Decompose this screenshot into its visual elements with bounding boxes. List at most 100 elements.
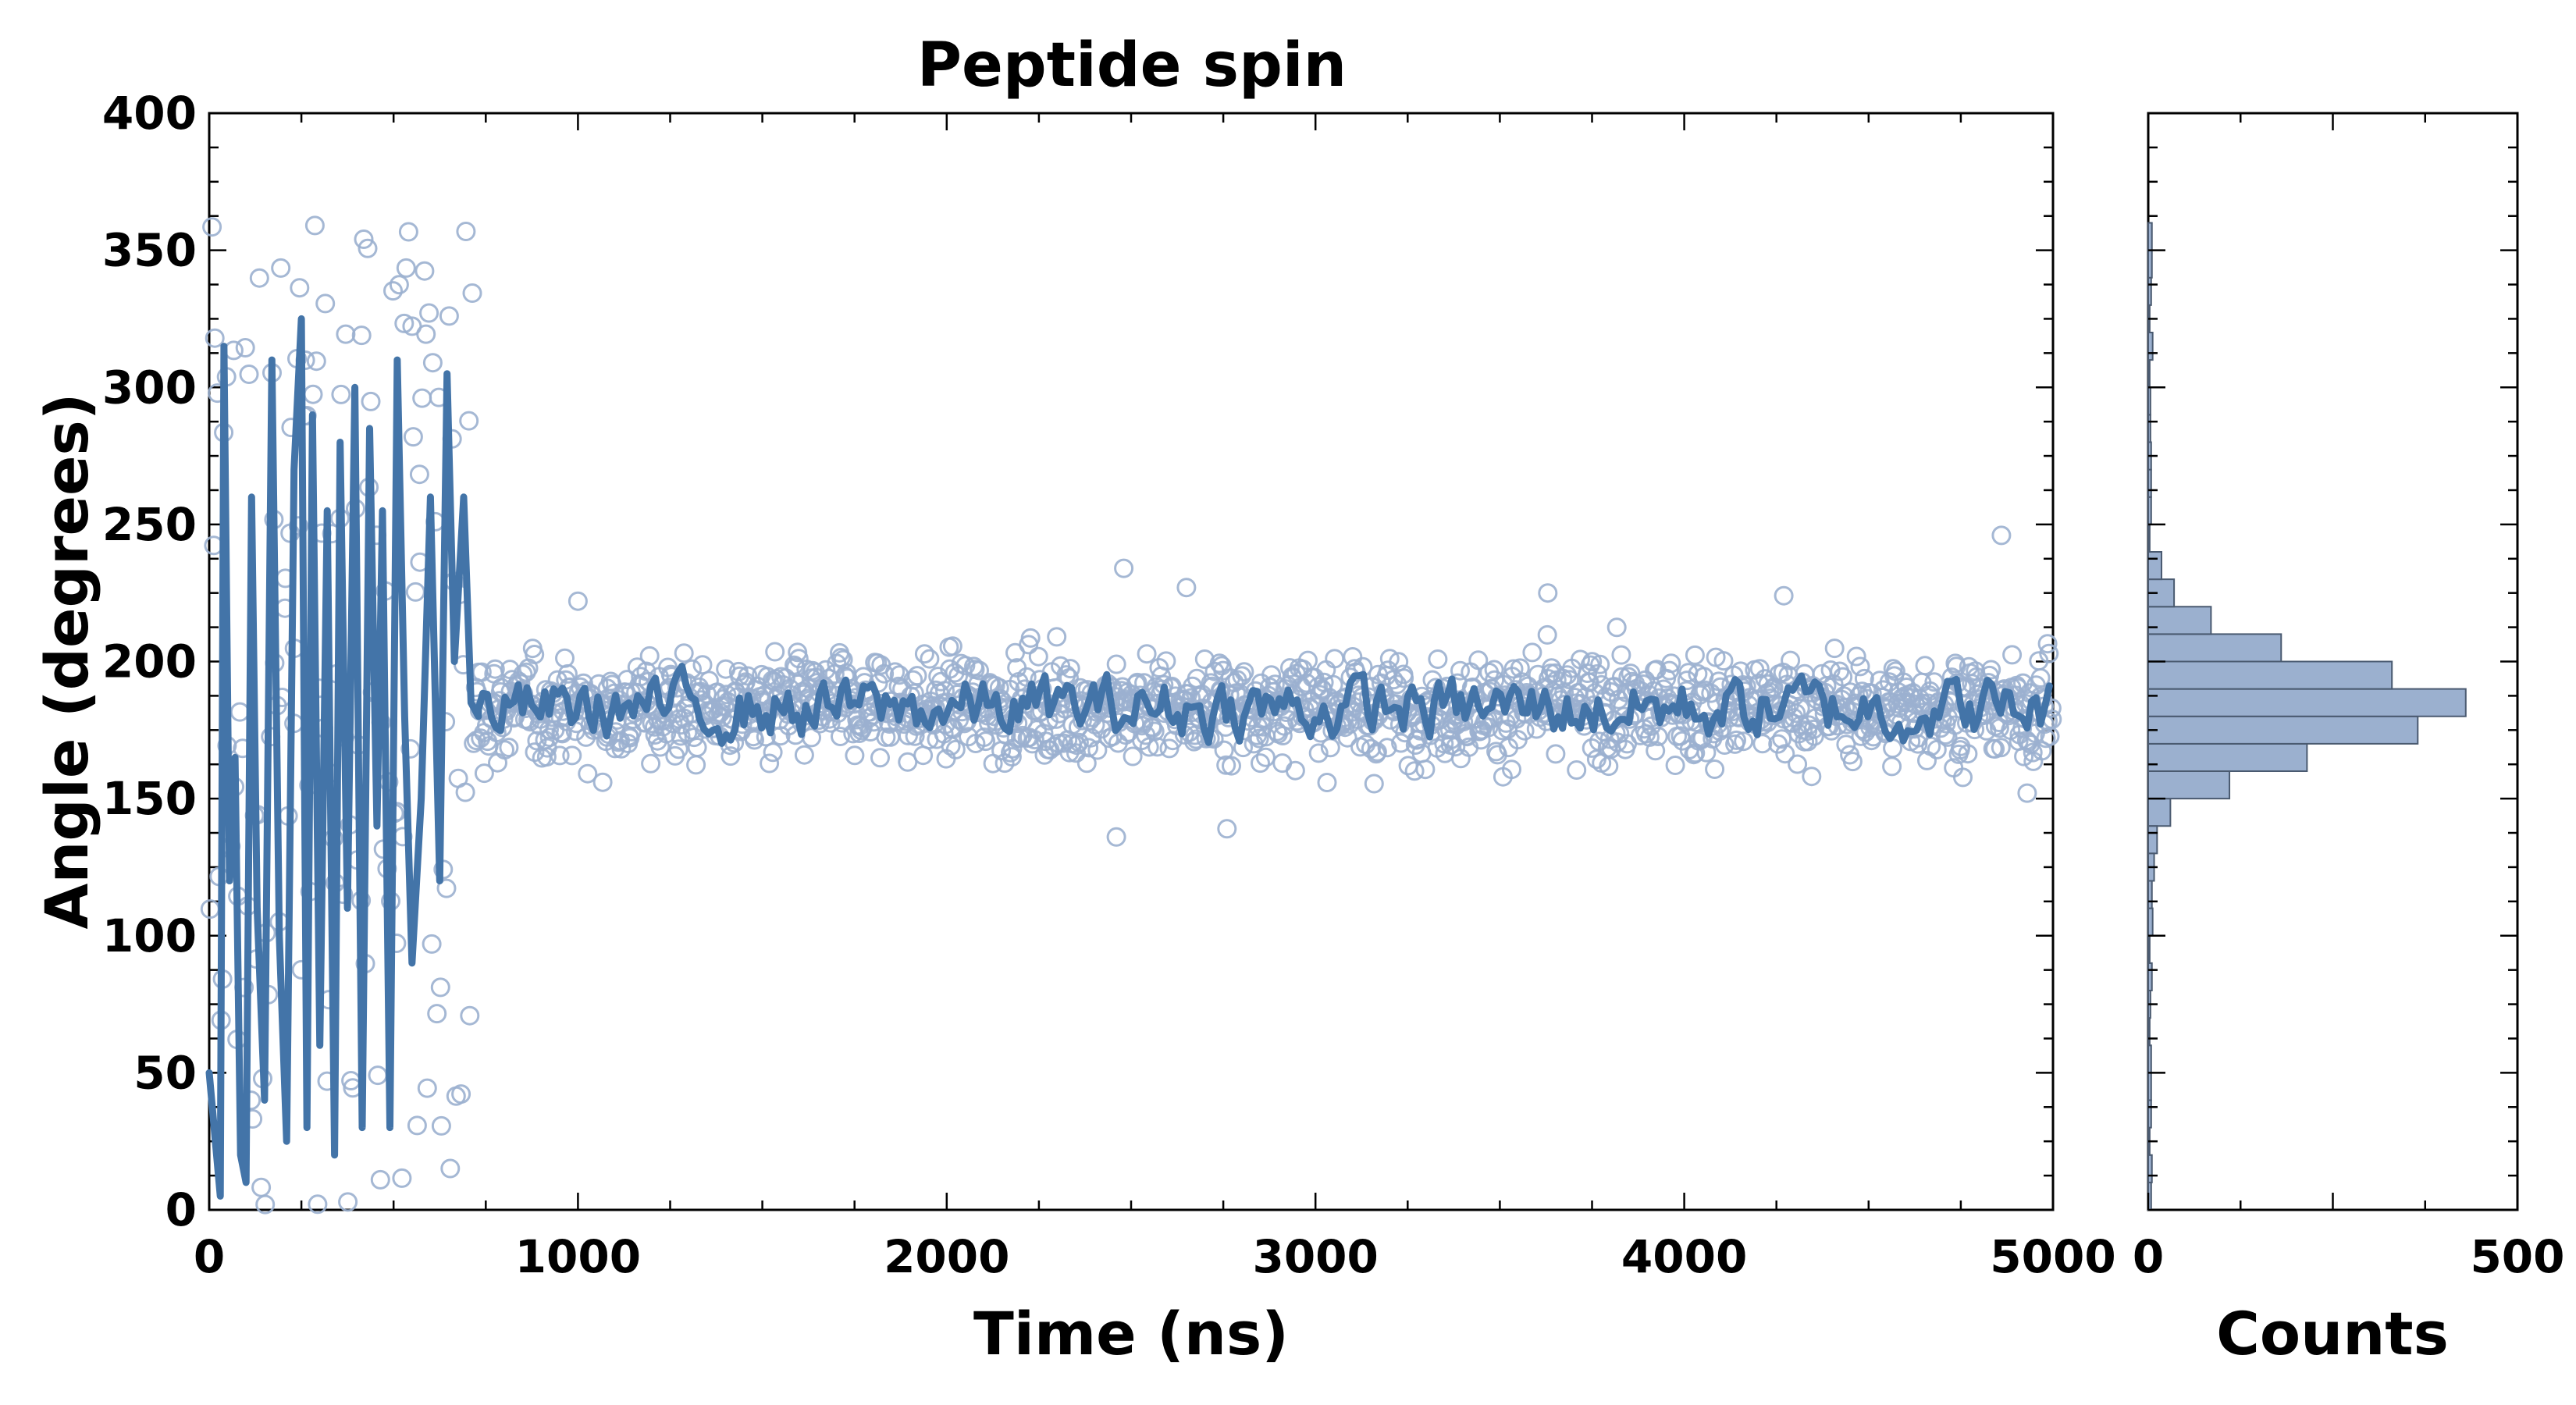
histogram-ticks bbox=[2147, 112, 2519, 1211]
histogram-bar bbox=[2147, 825, 2158, 855]
y-tick-label: 250 bbox=[102, 498, 197, 551]
histogram-bar bbox=[2147, 1099, 2152, 1129]
scatter-point bbox=[1415, 759, 1436, 780]
scatter-point bbox=[1646, 741, 1666, 761]
histogram-bar bbox=[2147, 414, 2151, 443]
scatter-point bbox=[1924, 672, 1944, 692]
y-tick-label: 350 bbox=[102, 224, 197, 277]
scatter-point bbox=[1087, 740, 1108, 760]
scatter-point bbox=[1379, 649, 1400, 669]
histogram-bar bbox=[2147, 715, 2419, 745]
scatter-point bbox=[308, 1194, 328, 1215]
scatter-point bbox=[229, 702, 250, 722]
scatter-point bbox=[2017, 783, 2037, 803]
scatter-point bbox=[720, 746, 741, 767]
scatter-point bbox=[2030, 668, 2051, 688]
histogram-bar bbox=[2147, 1017, 2151, 1047]
y-tick-label: 50 bbox=[133, 1046, 197, 1099]
scatter-point bbox=[1047, 627, 1067, 647]
scatter-point bbox=[488, 752, 507, 773]
scatter-point bbox=[1079, 738, 1099, 758]
scatter-point bbox=[557, 663, 578, 684]
scatter-point bbox=[1054, 733, 1073, 753]
histogram-bar bbox=[2147, 249, 2153, 279]
scatter-point bbox=[552, 724, 572, 744]
scatter-point bbox=[1802, 767, 1822, 787]
scatter-point bbox=[874, 663, 895, 684]
histogram-bar bbox=[2147, 222, 2153, 251]
histogram-bar bbox=[2147, 688, 2467, 717]
scatter-point bbox=[415, 261, 435, 281]
histogram-bar bbox=[2147, 934, 2151, 964]
x-tick-label: 0 bbox=[194, 1230, 225, 1283]
scatter-point bbox=[1468, 650, 1489, 670]
scatter-point bbox=[304, 215, 325, 236]
scatter-point bbox=[1863, 727, 1884, 747]
scatter-point bbox=[1285, 760, 1305, 781]
histogram-bar bbox=[2147, 468, 2152, 498]
scatter-point bbox=[550, 745, 570, 766]
scatter-point bbox=[970, 660, 989, 681]
histogram-bar bbox=[2147, 386, 2151, 416]
scatter-point bbox=[562, 745, 582, 766]
scatter-point bbox=[1060, 659, 1080, 679]
scatter-point bbox=[303, 384, 323, 404]
scatter-point bbox=[976, 731, 996, 752]
scatter-point bbox=[1028, 646, 1048, 667]
scatter-point bbox=[485, 659, 505, 679]
histogram-tick-label: 0 bbox=[2133, 1230, 2164, 1283]
scatter-point bbox=[905, 726, 925, 746]
x-tick-label: 2000 bbox=[884, 1230, 1009, 1283]
scatter-point bbox=[1364, 774, 1384, 794]
scatter-point bbox=[1915, 656, 1935, 676]
scatter-point bbox=[641, 753, 661, 774]
scatter-point bbox=[1537, 624, 1557, 645]
scatter-point bbox=[422, 353, 443, 373]
scatter-point bbox=[1016, 667, 1037, 687]
scatter-point bbox=[1542, 658, 1562, 678]
scatter-point bbox=[1833, 667, 1853, 687]
scatter-point bbox=[394, 313, 415, 333]
scatter-point bbox=[1897, 692, 1917, 713]
scatter-point bbox=[1768, 734, 1788, 754]
scatter-point bbox=[416, 324, 436, 344]
scatter-point bbox=[1325, 649, 1345, 669]
histogram-bar bbox=[2147, 359, 2151, 389]
scatter-point bbox=[1217, 819, 1237, 839]
scatter-point bbox=[1927, 739, 1947, 759]
scatter-point bbox=[578, 763, 598, 784]
scatter-point bbox=[392, 1168, 412, 1188]
histogram-bar bbox=[2147, 907, 2154, 937]
scatter-point bbox=[831, 727, 850, 746]
scatter-point bbox=[1502, 759, 1521, 780]
scatter-point bbox=[1705, 759, 1725, 779]
main-plot-frame bbox=[208, 112, 2055, 1211]
histogram-bar bbox=[2147, 770, 2231, 800]
scatter-point bbox=[555, 648, 575, 668]
scatter-point bbox=[668, 739, 688, 759]
scatter-point bbox=[1484, 660, 1504, 680]
scatter-point bbox=[499, 738, 519, 758]
scatter-point bbox=[1908, 734, 1928, 754]
scatter-point bbox=[1850, 656, 1870, 677]
scatter-point bbox=[1714, 735, 1735, 755]
scatter-point bbox=[1611, 645, 1631, 665]
histogram-bar bbox=[2147, 496, 2152, 525]
y-tick-label: 100 bbox=[102, 909, 197, 962]
y-tick-label: 0 bbox=[165, 1183, 197, 1236]
running-average-line bbox=[205, 315, 2053, 1200]
scatter-point bbox=[1450, 660, 1470, 681]
scatter-point bbox=[1684, 745, 1704, 765]
scatter-point bbox=[1127, 672, 1147, 692]
histogram-x-label: Counts bbox=[2216, 1299, 2449, 1368]
scatter-point bbox=[462, 283, 482, 303]
scatter-point bbox=[368, 1065, 388, 1086]
scatter-point bbox=[845, 745, 865, 766]
scatter-point bbox=[383, 281, 403, 301]
scatter-point bbox=[1775, 744, 1795, 764]
scatter-point bbox=[1883, 738, 1903, 759]
scatter-point bbox=[1234, 662, 1254, 682]
scatter-point bbox=[717, 685, 737, 705]
scatter-point bbox=[239, 365, 259, 384]
